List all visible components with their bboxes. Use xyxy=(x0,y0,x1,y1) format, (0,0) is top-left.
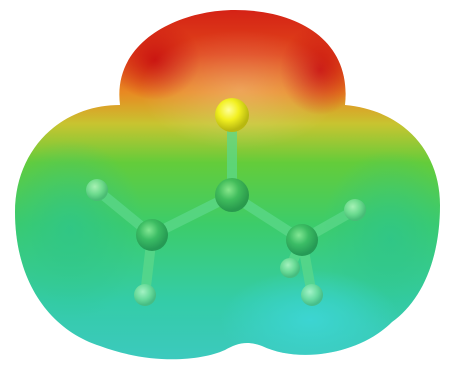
hydrogen-atom xyxy=(301,284,323,306)
hydrogen-atom xyxy=(280,258,300,278)
body xyxy=(0,0,449,387)
hydrogen-atom xyxy=(344,199,366,221)
hydrogen-atom xyxy=(86,179,108,201)
surface-region xyxy=(0,140,145,320)
page: Molecular surface {} html, body { margin… xyxy=(0,0,449,387)
carbon-atom xyxy=(215,178,249,212)
carbon-atom xyxy=(136,219,168,251)
surface-shine xyxy=(140,30,340,150)
carbon-atom xyxy=(286,224,318,256)
molecule-image xyxy=(0,0,449,387)
sulfur-atom xyxy=(215,98,249,132)
hydrogen-atom xyxy=(134,284,156,306)
